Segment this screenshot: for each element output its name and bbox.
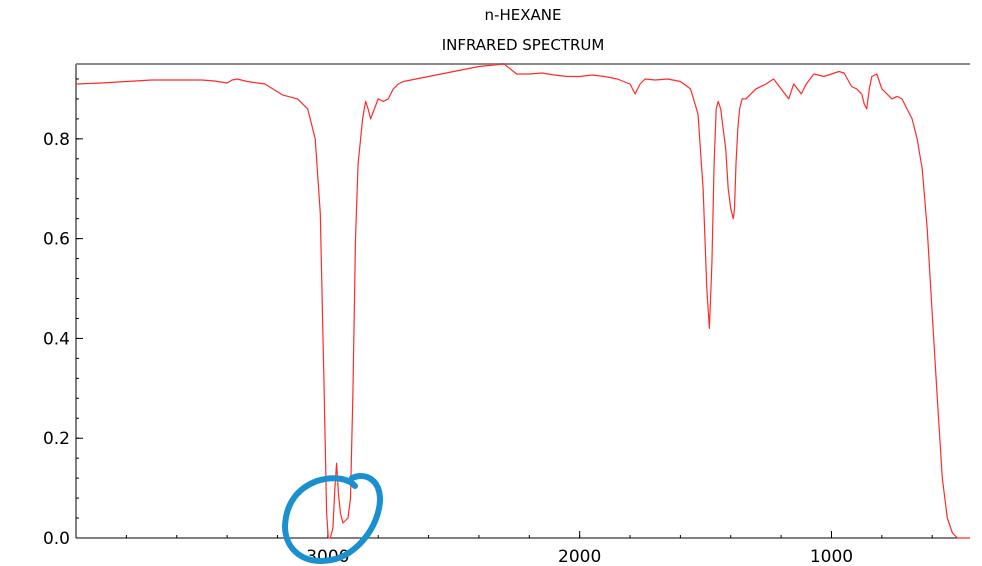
y-tick-label: 0.6 (43, 230, 70, 250)
chart-subtitle: INFRARED SPECTRUM (441, 36, 605, 54)
annotation-circle (282, 473, 383, 564)
chart-title: n-HEXANE (484, 6, 562, 24)
x-tick-label: 1000 (810, 547, 853, 566)
plot-frame (75, 63, 970, 539)
y-tick-label: 0.8 (43, 130, 70, 150)
y-tick-label: 0.4 (43, 329, 70, 349)
annotation-layer (282, 473, 383, 564)
y-tick-label: 0.2 (43, 429, 70, 449)
y-tick-label: 0.0 (43, 529, 70, 549)
x-tick-label: 2000 (558, 547, 601, 566)
series-layer (75, 63, 970, 539)
spectrum-line (75, 63, 970, 539)
